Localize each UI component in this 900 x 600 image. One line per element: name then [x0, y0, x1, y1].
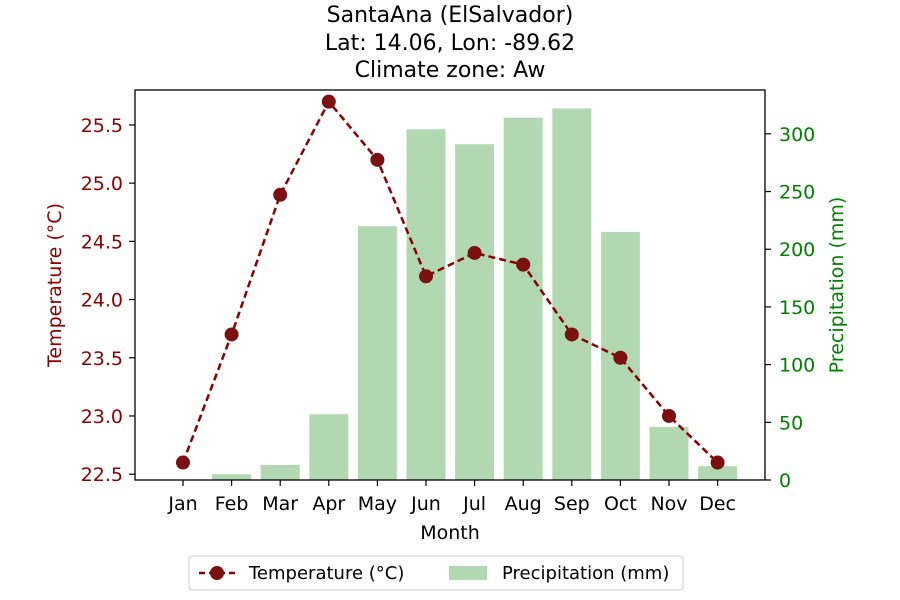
temperature-line [176, 94, 725, 470]
x-tick-label-dec: Dec [699, 493, 736, 515]
y-right-tick-label-250: 250 [779, 182, 815, 204]
y-left-tick-label-25.5: 25.5 [81, 115, 123, 137]
y-right-tick-label-100: 100 [779, 355, 815, 377]
precipitation-bar-dec [698, 466, 738, 480]
x-axis: Jan Feb Mar Apr May Jun Jul Aug Sep Oct Nov Dec [167, 480, 736, 515]
temperature-point-apr [321, 94, 336, 109]
y-right-tick-label-50: 50 [779, 412, 803, 434]
y-axis-left-label: Temperature (°C) [44, 203, 66, 368]
x-tick-label-apr: Apr [312, 493, 345, 515]
legend-precipitation-label: Precipitation (mm) [502, 563, 669, 584]
y-left-tick-label-25.0: 25.0 [81, 173, 123, 195]
precipitation-bar-mar [260, 465, 300, 480]
x-tick-label-may: May [358, 493, 397, 515]
legend-box [188, 555, 684, 591]
precipitation-bar-nov [649, 426, 689, 480]
y-axis-right-label: Precipitation (mm) [826, 197, 848, 374]
temperature-point-jul [467, 245, 482, 260]
title-line-1: SantaAna (ElSalvador) [327, 3, 574, 28]
temperature-series-line [181, 99, 719, 464]
chart-title: SantaAna (ElSalvador) Lat: 14.06, Lon: -… [325, 3, 575, 83]
y-axis-left: 22.5 23.0 23.5 24.0 24.5 25.0 25.5 [81, 115, 135, 486]
title-line-3: Climate zone: Aw [355, 58, 546, 83]
plot-area-frame [134, 89, 766, 481]
precipitation-bar-sep [552, 108, 592, 480]
temperature-point-mar [273, 187, 288, 202]
temperature-point-jun [419, 269, 433, 284]
x-tick-label-oct: Oct [604, 493, 637, 515]
y-right-tick-label-300: 300 [779, 124, 815, 146]
x-tick-label-sep: Sep [554, 493, 590, 515]
y-left-tick-label-23.0: 23.0 [81, 406, 123, 428]
x-tick-label-jul: Jul [462, 493, 486, 515]
temperature-point-aug [516, 257, 531, 272]
y-left-tick-label-24.5: 24.5 [81, 231, 123, 253]
y-right-tick-label-200: 200 [779, 239, 815, 261]
legend-temperature-label: Temperature (°C) [248, 563, 404, 584]
temperature-point-sep [564, 327, 579, 342]
precipitation-bar-feb [212, 474, 252, 480]
y-right-tick-label-0: 0 [779, 470, 791, 492]
legend-precipitation-swatch-icon [449, 566, 487, 580]
temperature-point-oct [613, 350, 628, 365]
legend: Temperature (°C) Precipitation (mm) [188, 555, 684, 591]
x-axis-label: Month [420, 522, 480, 544]
x-tick-label-aug: Aug [505, 493, 542, 515]
legend-temperature-marker-icon [210, 566, 224, 580]
x-tick-label-feb: Feb [215, 493, 249, 515]
temperature-point-nov [662, 408, 676, 423]
precipitation-bar-aug [503, 117, 543, 480]
x-tick-label-jan: Jan [167, 493, 197, 515]
y-right-tick-label-150: 150 [779, 297, 815, 319]
temperature-point-feb [224, 327, 239, 342]
temperature-point-jan [176, 455, 190, 470]
precipitation-bar-may [357, 226, 397, 480]
y-left-tick-label-24.0: 24.0 [81, 290, 123, 312]
x-tick-label-nov: Nov [650, 493, 687, 515]
y-left-tick-label-23.5: 23.5 [81, 348, 123, 370]
x-tick-label-mar: Mar [262, 493, 298, 515]
precipitation-bar-apr [309, 414, 349, 480]
temperature-point-dec [710, 455, 725, 470]
y-axis-right: 0 50 100 150 200 250 300 [765, 124, 815, 492]
precipitation-bar-jun [406, 129, 446, 480]
y-left-tick-label-22.5: 22.5 [81, 464, 123, 486]
x-tick-label-jun: Jun [410, 493, 441, 515]
title-line-2: Lat: 14.06, Lon: -89.62 [325, 31, 575, 56]
precipitation-bars [212, 108, 738, 480]
temperature-point-may [370, 152, 385, 167]
precipitation-bar-jul [455, 144, 495, 480]
